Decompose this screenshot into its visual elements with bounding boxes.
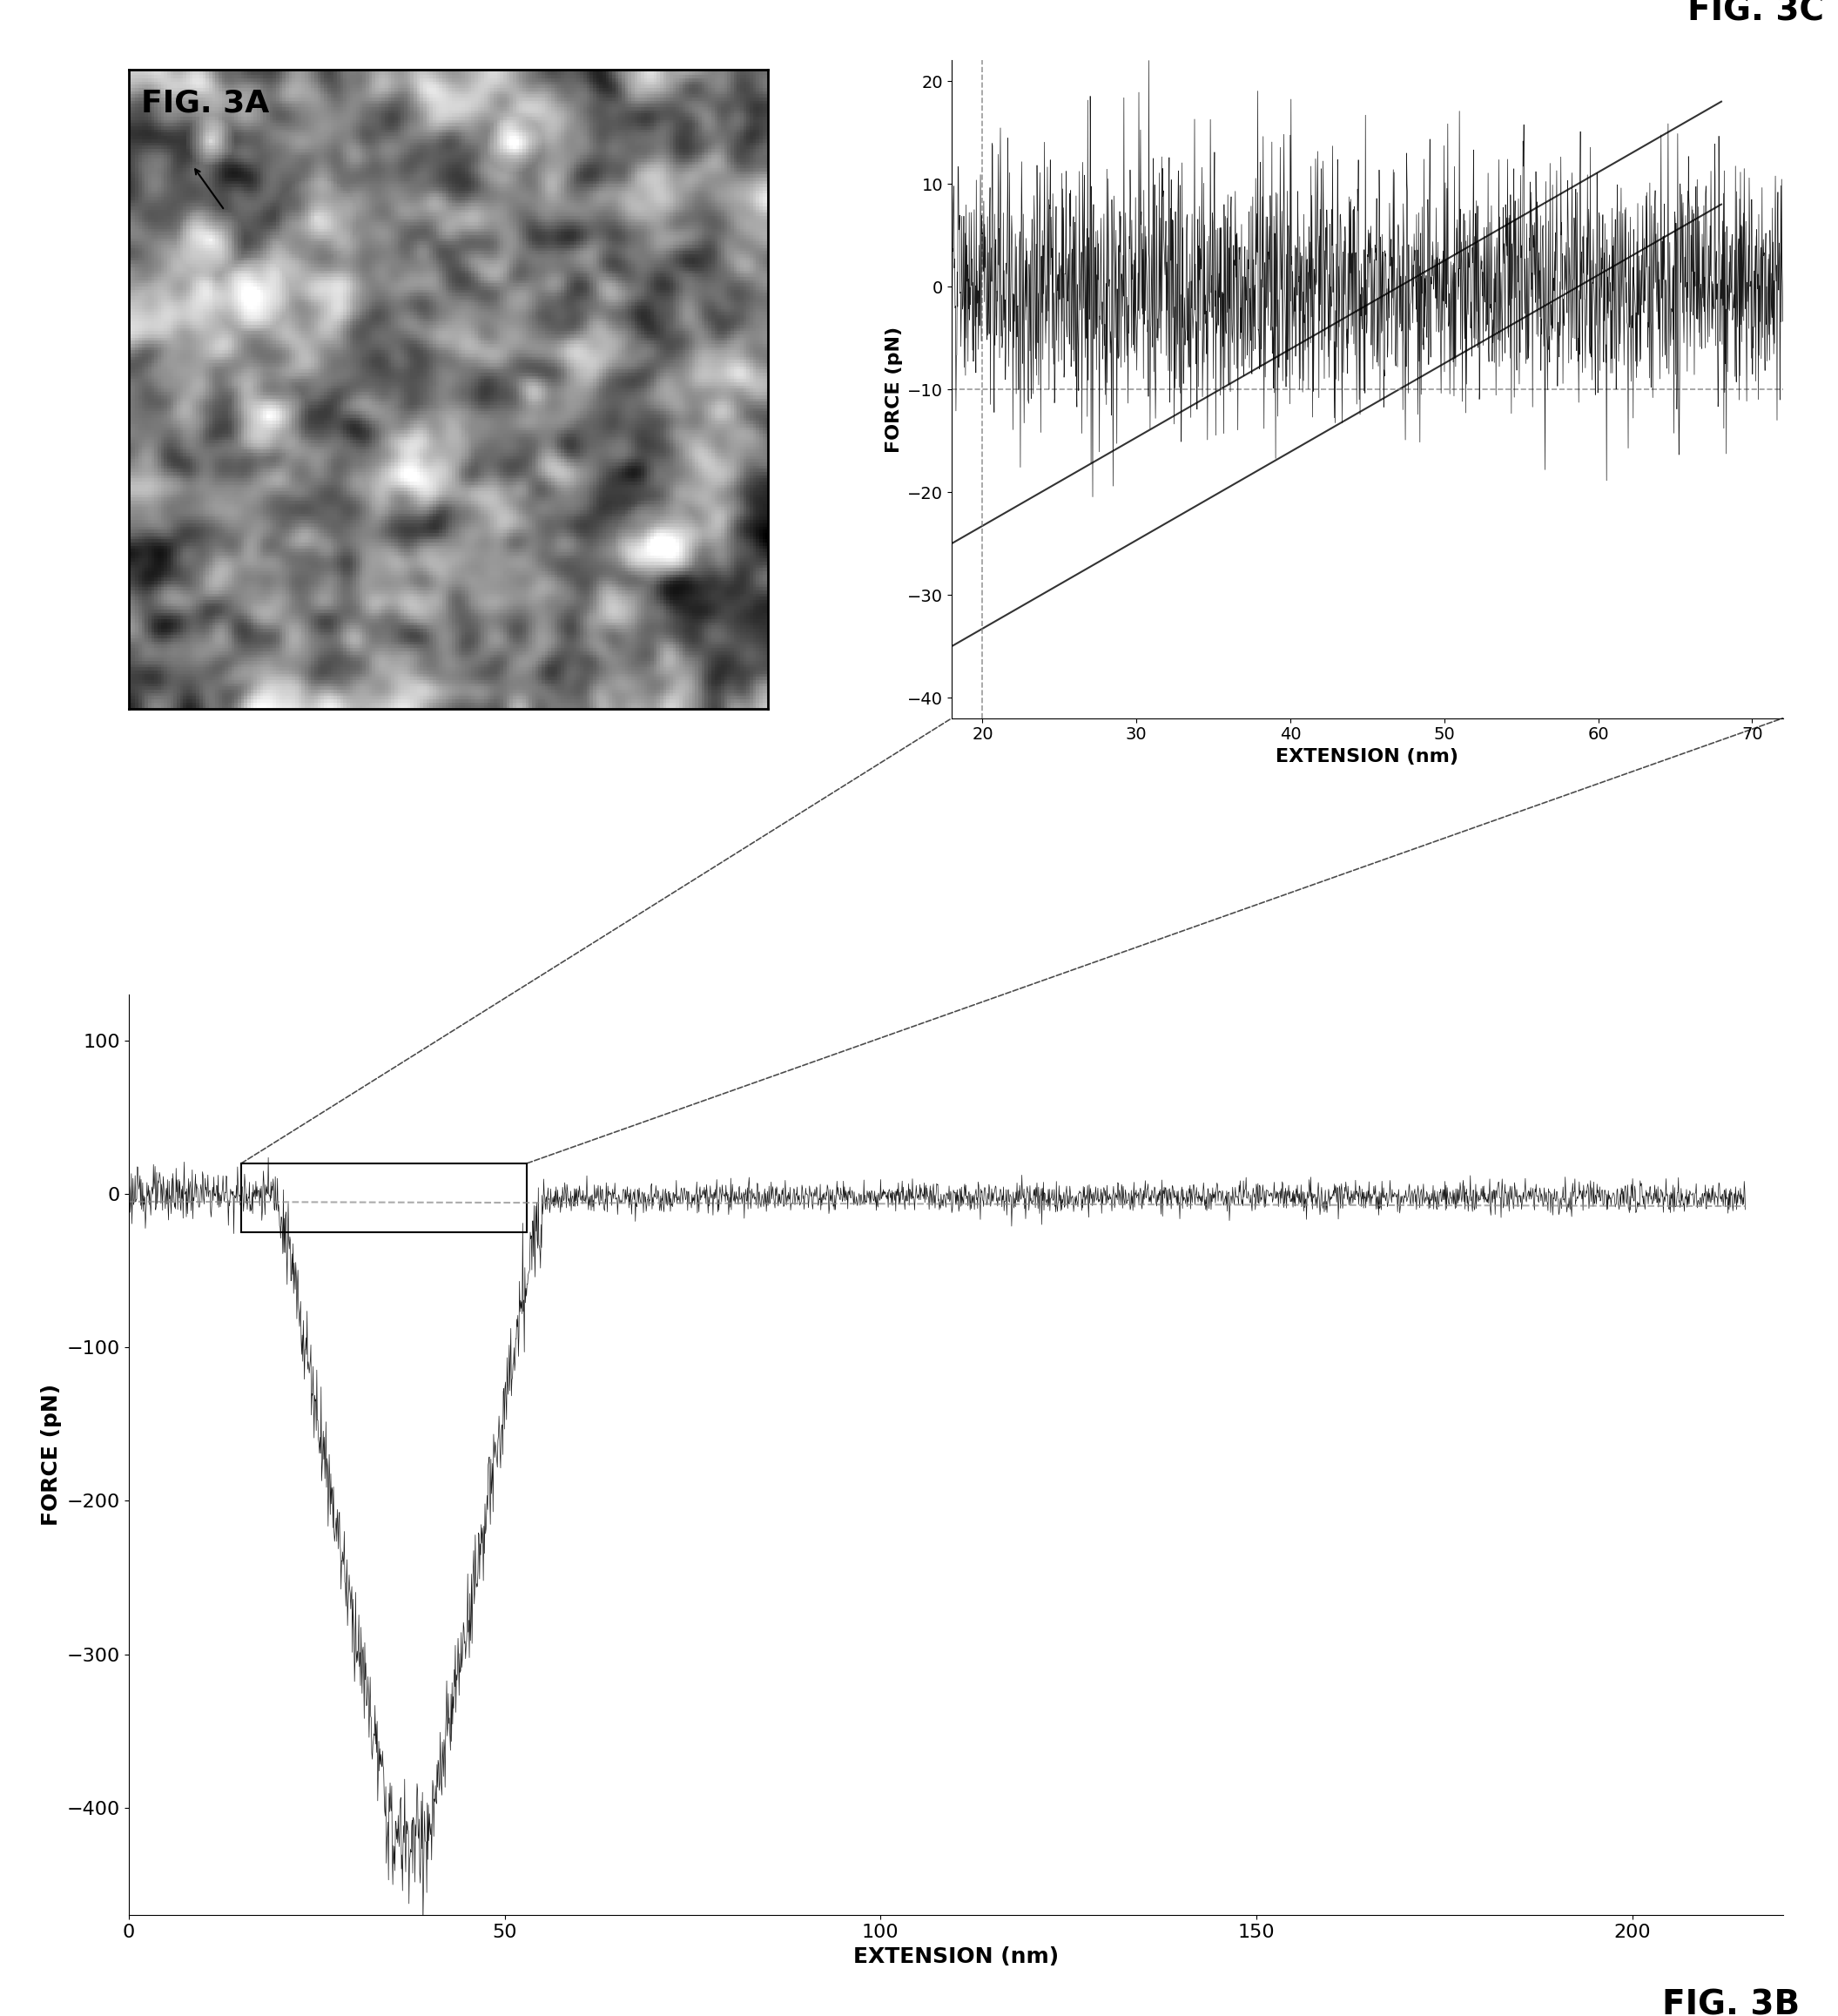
Y-axis label: FORCE (pN): FORCE (pN) xyxy=(40,1383,62,1526)
X-axis label: EXTENSION (nm): EXTENSION (nm) xyxy=(1276,748,1459,766)
Y-axis label: FORCE (pN): FORCE (pN) xyxy=(886,327,902,452)
Text: FIG. 3C: FIG. 3C xyxy=(1687,0,1825,28)
Bar xyxy=(241,1163,528,1232)
Text: FIG. 3B: FIG. 3B xyxy=(1662,1990,1799,2016)
X-axis label: EXTENSION (nm): EXTENSION (nm) xyxy=(853,1945,1059,1968)
Text: FIG. 3A: FIG. 3A xyxy=(142,89,270,119)
